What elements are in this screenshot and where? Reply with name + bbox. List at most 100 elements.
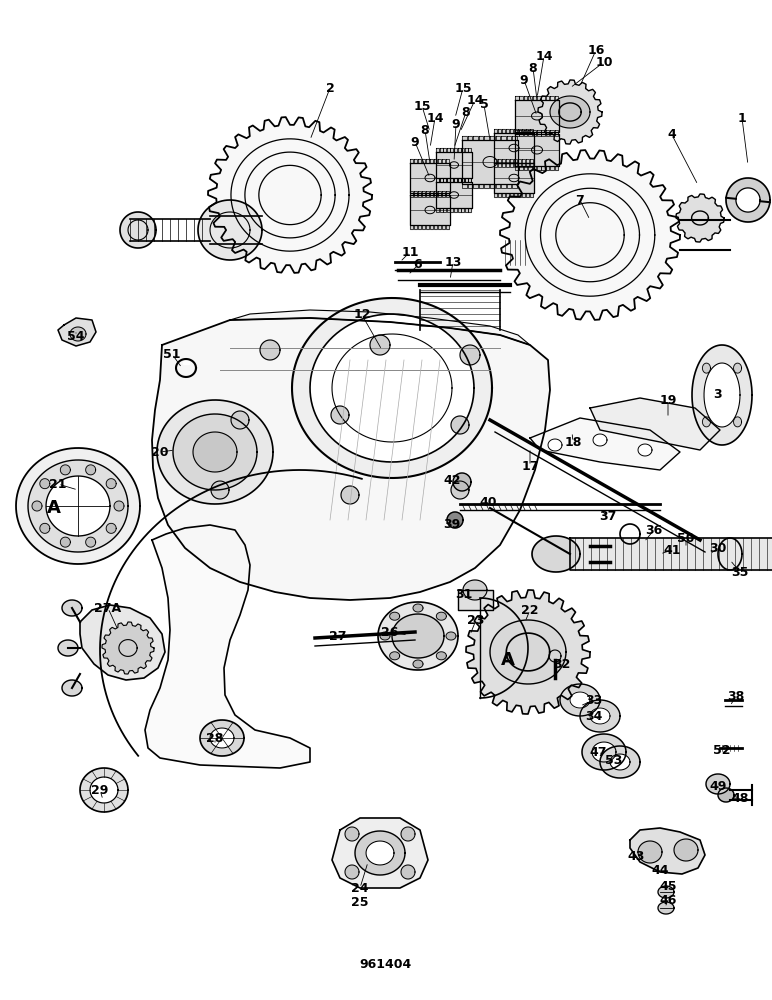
Polygon shape bbox=[490, 136, 495, 140]
Text: 8: 8 bbox=[529, 62, 537, 75]
Polygon shape bbox=[501, 136, 506, 140]
Polygon shape bbox=[496, 184, 500, 188]
Polygon shape bbox=[550, 96, 554, 100]
Polygon shape bbox=[40, 523, 50, 533]
Polygon shape bbox=[40, 479, 50, 489]
Polygon shape bbox=[446, 193, 449, 197]
Polygon shape bbox=[439, 178, 442, 182]
Text: 41: 41 bbox=[663, 544, 681, 556]
Polygon shape bbox=[450, 148, 453, 152]
Text: 24: 24 bbox=[351, 882, 369, 894]
Polygon shape bbox=[592, 742, 616, 762]
Polygon shape bbox=[422, 191, 425, 195]
Polygon shape bbox=[498, 129, 501, 133]
Polygon shape bbox=[676, 194, 724, 242]
Polygon shape bbox=[473, 136, 478, 140]
Polygon shape bbox=[426, 225, 429, 229]
Polygon shape bbox=[522, 129, 525, 133]
Text: 14: 14 bbox=[426, 111, 444, 124]
Polygon shape bbox=[530, 193, 533, 197]
Polygon shape bbox=[70, 327, 86, 341]
Text: 34: 34 bbox=[585, 710, 603, 722]
Text: 7: 7 bbox=[576, 194, 584, 207]
Polygon shape bbox=[454, 208, 457, 212]
Text: 40: 40 bbox=[479, 495, 496, 508]
Polygon shape bbox=[530, 159, 533, 163]
Polygon shape bbox=[469, 148, 472, 152]
Polygon shape bbox=[438, 225, 442, 229]
Polygon shape bbox=[494, 159, 497, 163]
Polygon shape bbox=[414, 191, 418, 195]
Polygon shape bbox=[526, 129, 530, 133]
Polygon shape bbox=[345, 827, 359, 841]
Polygon shape bbox=[378, 602, 458, 670]
Polygon shape bbox=[490, 184, 495, 188]
Polygon shape bbox=[528, 166, 532, 170]
Text: 15: 15 bbox=[454, 82, 472, 95]
Polygon shape bbox=[446, 191, 449, 195]
Polygon shape bbox=[183, 360, 189, 364]
Text: 6: 6 bbox=[414, 258, 422, 271]
Text: 11: 11 bbox=[401, 245, 418, 258]
Polygon shape bbox=[510, 129, 513, 133]
Polygon shape bbox=[541, 166, 545, 170]
Polygon shape bbox=[446, 225, 449, 229]
Polygon shape bbox=[502, 159, 506, 163]
Polygon shape bbox=[526, 193, 530, 197]
Polygon shape bbox=[466, 590, 590, 714]
Polygon shape bbox=[436, 652, 446, 660]
Polygon shape bbox=[510, 163, 513, 167]
Polygon shape bbox=[434, 159, 437, 163]
Polygon shape bbox=[451, 481, 469, 499]
Polygon shape bbox=[60, 465, 70, 475]
Polygon shape bbox=[469, 178, 472, 182]
Polygon shape bbox=[410, 163, 450, 193]
Polygon shape bbox=[426, 191, 429, 195]
Polygon shape bbox=[520, 166, 523, 170]
Polygon shape bbox=[703, 417, 710, 427]
Polygon shape bbox=[518, 129, 521, 133]
Text: 8: 8 bbox=[421, 123, 429, 136]
Polygon shape bbox=[341, 486, 359, 504]
Polygon shape bbox=[523, 96, 527, 100]
Text: A: A bbox=[47, 499, 61, 517]
Text: 23: 23 bbox=[467, 613, 485, 626]
Polygon shape bbox=[231, 411, 249, 429]
Text: 38: 38 bbox=[727, 690, 745, 702]
Polygon shape bbox=[443, 208, 446, 212]
Text: 3: 3 bbox=[713, 388, 723, 401]
Polygon shape bbox=[554, 96, 558, 100]
Polygon shape bbox=[458, 178, 461, 182]
Polygon shape bbox=[526, 163, 530, 167]
Polygon shape bbox=[451, 416, 469, 434]
Text: 33: 33 bbox=[585, 694, 603, 706]
Polygon shape bbox=[152, 318, 550, 600]
Polygon shape bbox=[80, 605, 165, 680]
Polygon shape bbox=[506, 159, 510, 163]
Polygon shape bbox=[610, 754, 630, 770]
Polygon shape bbox=[570, 692, 590, 708]
Polygon shape bbox=[434, 225, 437, 229]
Polygon shape bbox=[522, 163, 525, 167]
Text: 52: 52 bbox=[713, 744, 731, 756]
Polygon shape bbox=[514, 163, 517, 167]
Text: 13: 13 bbox=[445, 255, 462, 268]
Text: 37: 37 bbox=[599, 510, 617, 522]
Polygon shape bbox=[515, 96, 519, 100]
Polygon shape bbox=[426, 159, 429, 163]
Polygon shape bbox=[541, 130, 545, 134]
Polygon shape bbox=[454, 148, 457, 152]
Text: 12: 12 bbox=[354, 308, 371, 322]
Polygon shape bbox=[454, 178, 457, 182]
Polygon shape bbox=[484, 136, 489, 140]
Polygon shape bbox=[230, 310, 530, 345]
Polygon shape bbox=[107, 479, 116, 489]
Polygon shape bbox=[80, 768, 128, 812]
Text: 27: 27 bbox=[329, 630, 347, 643]
Polygon shape bbox=[532, 536, 580, 572]
Polygon shape bbox=[515, 132, 519, 136]
Polygon shape bbox=[533, 166, 537, 170]
Polygon shape bbox=[430, 159, 433, 163]
Polygon shape bbox=[520, 96, 523, 100]
Polygon shape bbox=[331, 406, 349, 424]
